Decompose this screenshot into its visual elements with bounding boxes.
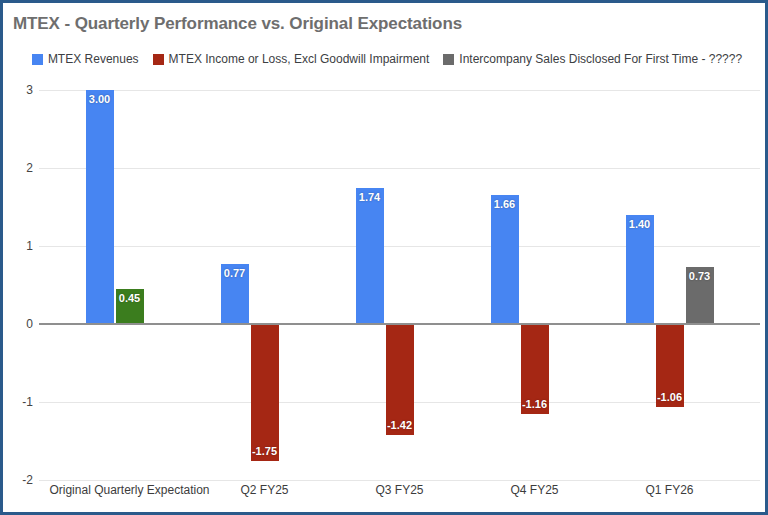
gridline [39, 168, 760, 169]
bar [626, 215, 654, 324]
bar [86, 90, 114, 324]
bar-value-label: 1.40 [629, 218, 650, 230]
legend-item: MTEX Revenues [32, 52, 139, 66]
bar [251, 324, 279, 461]
legend-swatch-icon [32, 54, 43, 65]
bar-value-label: -1.75 [252, 445, 277, 457]
y-axis-tick-label: -1 [7, 394, 33, 410]
legend-label: MTEX Revenues [48, 52, 139, 66]
bar [491, 195, 519, 324]
legend: MTEX Revenues MTEX Income or Loss, Excl G… [3, 52, 768, 66]
legend-label: Intercompany Sales Disclosed For First T… [459, 52, 742, 66]
legend-swatch-icon [443, 54, 454, 65]
bar-value-label: 0.77 [224, 267, 245, 279]
y-axis-tick-label: 1 [7, 238, 33, 254]
bar [356, 188, 384, 324]
bar-value-label: -1.42 [387, 419, 412, 431]
y-axis-tick-label: 0 [7, 316, 33, 332]
bar-value-label: 0.45 [119, 292, 140, 304]
gridline [39, 480, 760, 481]
gridline [39, 90, 760, 91]
bar-value-label: 3.00 [89, 93, 110, 105]
chart-title: MTEX - Quarterly Performance vs. Origina… [13, 14, 462, 34]
x-axis-category-label: Q1 FY26 [570, 483, 768, 497]
bar-value-label: -1.06 [657, 391, 682, 403]
bar-value-label: 1.74 [359, 191, 380, 203]
chart-frame: MTEX - Quarterly Performance vs. Origina… [0, 0, 768, 515]
legend-swatch-icon [153, 54, 164, 65]
bar-value-label: 1.66 [494, 198, 515, 210]
legend-item: Intercompany Sales Disclosed For First T… [443, 52, 742, 66]
zero-axis-line [39, 323, 760, 325]
legend-label: MTEX Income or Loss, Excl Goodwill Impai… [169, 52, 430, 66]
legend-item: MTEX Income or Loss, Excl Goodwill Impai… [153, 52, 430, 66]
bar-value-label: 0.73 [689, 270, 710, 282]
y-axis-tick-label: 3 [7, 82, 33, 98]
y-axis-tick-label: 2 [7, 160, 33, 176]
bar-value-label: -1.16 [522, 398, 547, 410]
